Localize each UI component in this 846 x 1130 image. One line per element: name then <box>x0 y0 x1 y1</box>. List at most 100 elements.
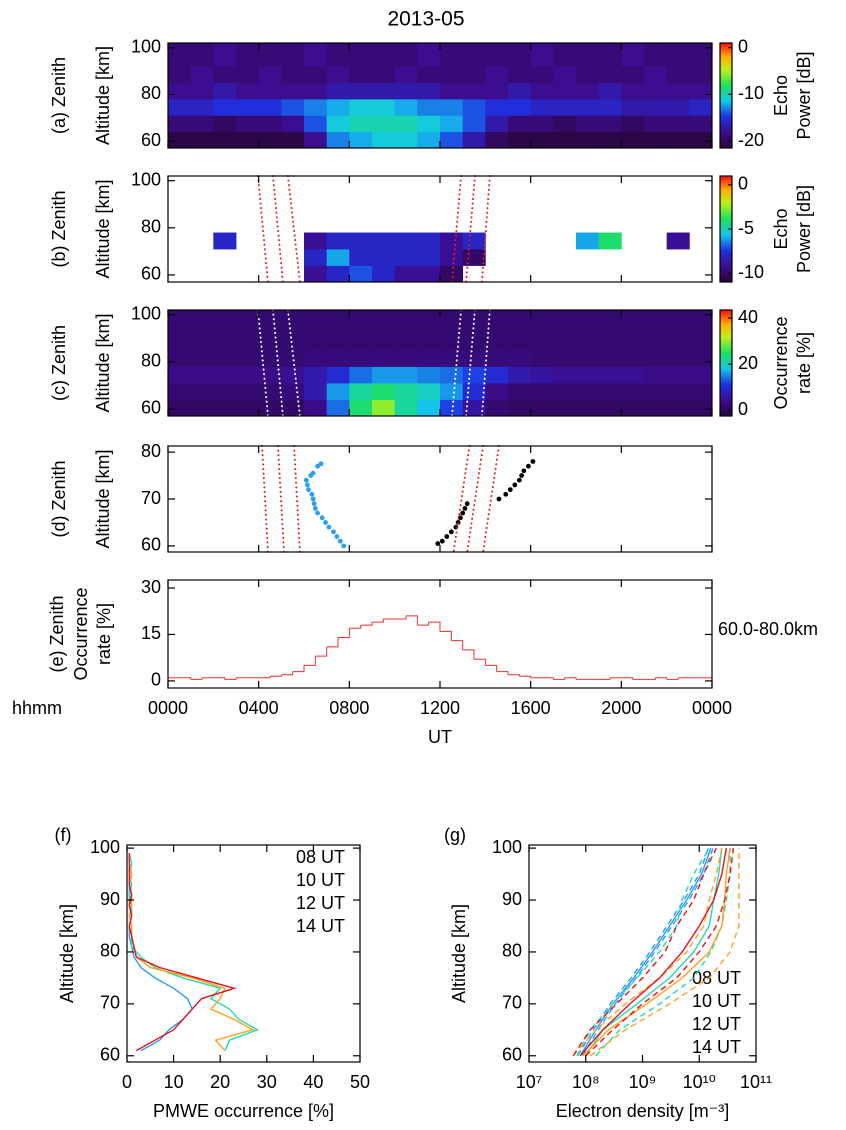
x-axis-label: Electron density [m⁻³] <box>556 1101 730 1121</box>
heatmap-cell <box>190 99 214 116</box>
heatmap-cell <box>621 383 645 400</box>
heatmap-cell <box>576 383 600 400</box>
heatmap-cell <box>530 310 554 334</box>
heatmap-cell <box>281 350 305 367</box>
histogram-step <box>190 677 203 680</box>
heatmap-cell <box>326 249 350 266</box>
heatmap-cell <box>598 399 622 417</box>
colorbar-swatch <box>720 389 732 392</box>
heatmap-cell <box>621 333 645 351</box>
heatmap-cell <box>530 131 554 149</box>
colorbar-swatch <box>720 176 732 179</box>
point <box>521 468 527 474</box>
colorbar-swatch <box>720 51 732 54</box>
colorbar-swatch <box>720 95 732 98</box>
colorbar-swatch <box>720 317 732 320</box>
heatmap-cell <box>372 99 396 116</box>
heatmap-cell <box>190 333 214 351</box>
plot-frame <box>167 445 713 553</box>
heatmap-cell <box>485 99 509 116</box>
range-line <box>595 848 731 1057</box>
heatmap-cell <box>168 350 192 367</box>
heatmap-cell <box>349 66 373 84</box>
point <box>319 515 325 521</box>
point <box>512 482 518 488</box>
heatmap-cell <box>349 383 373 400</box>
colorbar-swatch <box>720 223 732 226</box>
x-tick-label: 0400 <box>239 698 279 718</box>
colorbar-swatch <box>720 357 732 360</box>
heatmap-cell <box>258 399 282 417</box>
colorbar-swatch <box>720 366 732 369</box>
heatmap-cell <box>281 115 305 133</box>
heatmap-cell <box>190 350 214 367</box>
colorbar-swatch <box>720 234 732 237</box>
y-axis-label: Altitude [km] <box>449 904 469 1003</box>
point <box>462 505 468 511</box>
heatmap-cell <box>576 232 600 250</box>
heatmap-cell <box>508 66 532 84</box>
colorbar-swatch <box>720 72 732 75</box>
colorbar-swatch <box>720 118 732 121</box>
heatmap-cell <box>281 82 305 100</box>
colorbar-swatch <box>720 244 732 248</box>
colorbar-swatch <box>720 341 732 344</box>
heatmap-cell <box>213 399 237 417</box>
heatmap-cell <box>440 131 464 149</box>
heatmap-cell <box>349 399 373 417</box>
point <box>460 510 466 516</box>
x-tick-label: 30 <box>257 1072 277 1092</box>
legend-entry: 12 UT <box>296 893 345 913</box>
colorbar-swatch <box>720 62 732 65</box>
histogram-step <box>304 656 316 666</box>
heatmap-cell <box>394 383 418 400</box>
heatmap-cell <box>530 115 554 133</box>
histogram-step <box>553 677 566 680</box>
histogram-step <box>372 618 384 623</box>
heatmap-cell <box>462 333 486 351</box>
point <box>306 487 311 493</box>
y-axis-label: Occurrence <box>71 587 91 680</box>
heatmap-cell <box>530 82 554 100</box>
colorbar-swatch <box>720 204 732 207</box>
colorbar-swatch <box>720 93 732 96</box>
heatmap-cell <box>598 366 622 384</box>
y-tick-label: 90 <box>502 889 522 909</box>
heatmap-cell <box>236 99 260 116</box>
colorbar-swatch <box>720 336 732 339</box>
colorbar-swatch <box>720 382 732 385</box>
colorbar-swatch <box>720 324 732 327</box>
heatmap-cell <box>213 232 237 250</box>
heatmap-cell <box>236 310 260 334</box>
heatmap-cell <box>485 310 509 334</box>
heatmap-cell <box>236 333 260 351</box>
series-line <box>128 853 194 1052</box>
heatmap-cell <box>576 399 600 417</box>
legend-entry: 08 UT <box>296 847 345 867</box>
x-ticks-title: hhmm <box>12 698 62 718</box>
heatmap-cell <box>326 310 350 334</box>
heatmap-cell <box>372 333 396 351</box>
heatmap-cell <box>304 310 328 334</box>
heatmap-cell <box>598 383 622 400</box>
heatmap-cell <box>394 310 418 334</box>
heatmap-cell <box>689 366 713 384</box>
heatmap-cell <box>689 310 713 334</box>
colorbar-swatch <box>720 227 732 230</box>
heatmap-cell <box>666 115 690 133</box>
y-tick-label: 30 <box>141 577 161 597</box>
legend-entry: 08 UT <box>692 968 741 988</box>
heatmap-cell <box>666 366 690 384</box>
colorbar-swatch <box>720 350 732 353</box>
y-axis-label: Altitude [km] <box>93 179 113 278</box>
heatmap-cell <box>598 333 622 351</box>
colorbar-swatch <box>720 137 732 140</box>
colorbar-swatch <box>720 44 732 47</box>
annotation: 60.0-80.0km <box>718 619 818 639</box>
series-line <box>128 853 260 1051</box>
colorbar-swatch <box>720 401 732 405</box>
colorbar-swatch <box>720 354 732 357</box>
colorbar-swatch <box>720 181 732 184</box>
heatmap-cell <box>666 333 690 351</box>
reference-line <box>276 445 286 553</box>
